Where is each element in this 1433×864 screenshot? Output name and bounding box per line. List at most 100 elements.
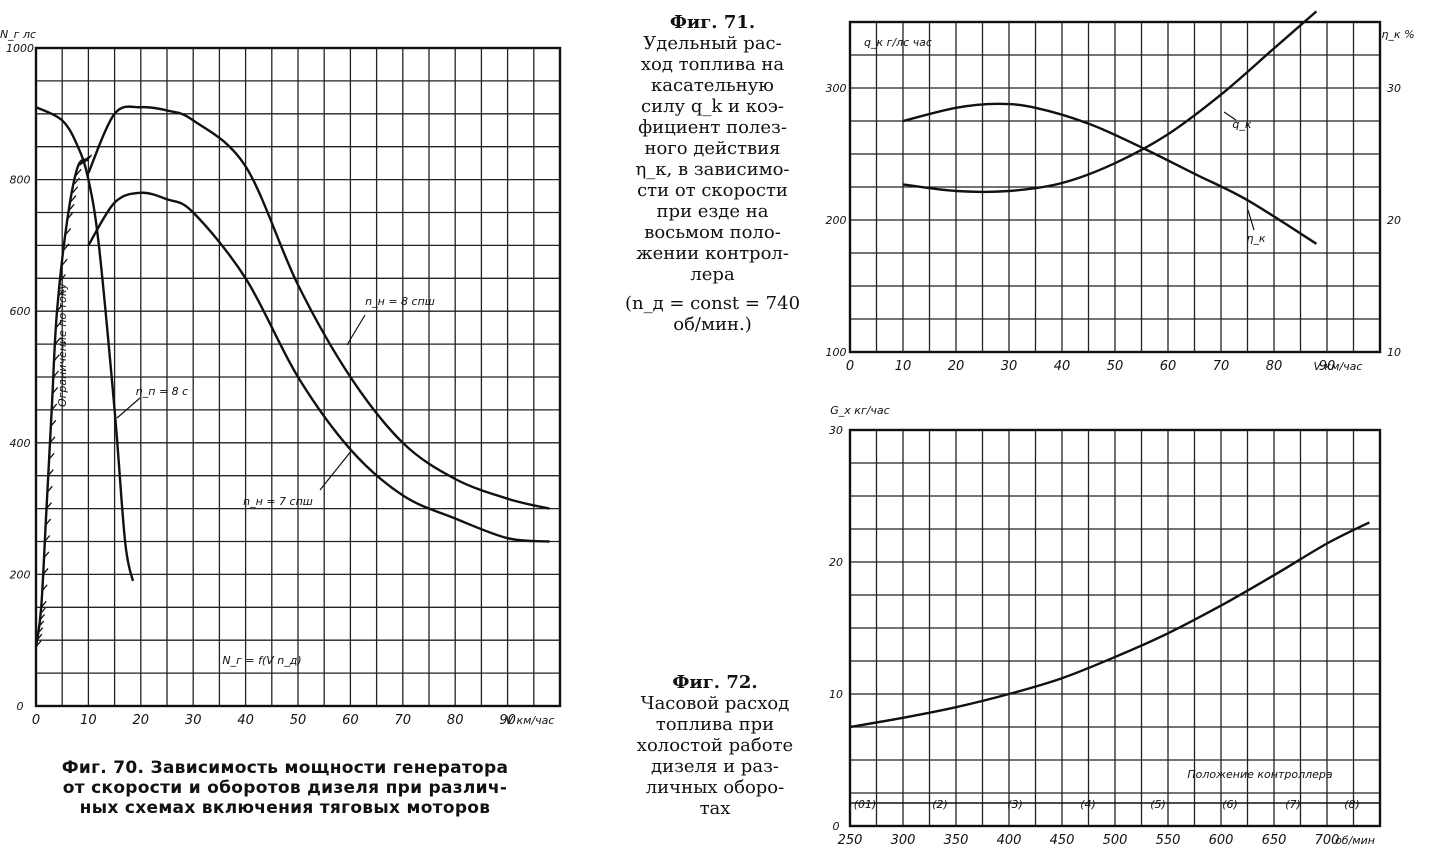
x-tick-label: 600 bbox=[1209, 833, 1234, 848]
x-tick-label: 40 bbox=[1054, 359, 1071, 374]
fig71-caption-line: ход топлива на bbox=[640, 54, 785, 75]
fig71-chart: 0 10 20 30 40 50 60 70 80 90V км/час 300 200 100 30 20… bbox=[826, 10, 1415, 374]
hatch-mark bbox=[39, 607, 46, 615]
fig70-chart: 0 10 20 30 40 50 60 70 80 90V км/час 1000 800 600 400… bbox=[0, 28, 562, 728]
controller-position: (4) bbox=[1080, 798, 1096, 811]
y2-tick-label: 20 bbox=[1387, 214, 1401, 227]
hatch-mark bbox=[45, 502, 52, 510]
controller-position: (01) bbox=[854, 798, 877, 811]
x-tick-label: 650 bbox=[1262, 833, 1287, 848]
y-tick-label: 10 bbox=[829, 688, 843, 701]
controller-position: (3) bbox=[1007, 798, 1023, 811]
x-tick-label: 30 bbox=[185, 713, 202, 728]
hatch-mark bbox=[51, 403, 58, 411]
fig72-caption-line: Часовой расход bbox=[640, 693, 790, 714]
hatch-mark bbox=[42, 567, 49, 575]
x-tick-label: 70 bbox=[395, 713, 412, 728]
fig72-caption: Фиг. 72. Часовой расход топлива при холо… bbox=[615, 672, 815, 819]
grid-lines bbox=[850, 22, 1380, 352]
hatch-mark bbox=[68, 203, 75, 211]
controller-position: (8) bbox=[1344, 798, 1360, 811]
controller-position: (6) bbox=[1222, 798, 1238, 811]
fig72-title: Фиг. 72. bbox=[672, 672, 758, 693]
x-axis-unit: об/мин bbox=[1335, 834, 1375, 847]
y-tick-label: 200 bbox=[10, 568, 31, 581]
fig71-caption-line: касательную bbox=[651, 75, 774, 96]
fig71-title: Фиг. 71. bbox=[669, 12, 756, 33]
y-axis-unit: q_к г/лс час bbox=[864, 36, 932, 49]
fig72-caption-line: холостой работе bbox=[636, 735, 794, 756]
fig71-caption-line: Удельный рас- bbox=[643, 33, 782, 54]
x-tick-label: 50 bbox=[1107, 359, 1124, 374]
series-line-fuel bbox=[849, 521, 1370, 729]
fig71-caption-line: сти от скорости bbox=[637, 180, 788, 201]
hatch-mark bbox=[70, 195, 77, 202]
hatch-mark bbox=[49, 436, 56, 444]
x-tick-label: 50 bbox=[290, 713, 307, 728]
plot-frame bbox=[848, 428, 1382, 828]
y-tick-label: 0 bbox=[17, 700, 24, 713]
controller-position: (2) bbox=[932, 798, 948, 811]
fig71-caption-line: ного действия bbox=[644, 138, 781, 159]
y2-tick-label: 30 bbox=[1387, 82, 1401, 95]
fig72-caption-line: дизеля и раз- bbox=[651, 756, 779, 777]
x-tick-label: 0 bbox=[846, 359, 854, 374]
x-tick-label: 40 bbox=[237, 713, 254, 728]
hatch-mark bbox=[43, 551, 50, 559]
hatch-mark bbox=[58, 289, 65, 297]
y-tick-label: 400 bbox=[10, 437, 31, 450]
curve-label: η_к bbox=[1246, 232, 1265, 245]
y-tick-label: 300 bbox=[826, 82, 847, 95]
x-tick-label: 90 bbox=[499, 713, 516, 728]
fig72-caption-line: тах bbox=[699, 798, 731, 819]
hatch-mark bbox=[47, 469, 54, 477]
x-tick-label: 400 bbox=[997, 833, 1022, 848]
x-tick-label: 0 bbox=[32, 713, 40, 728]
x-tick-label: 70 bbox=[1213, 359, 1230, 374]
hatch-mark bbox=[35, 640, 42, 648]
leader-line bbox=[116, 397, 141, 419]
fig71-caption-line: фициент полез- bbox=[638, 117, 787, 138]
x-tick-label: 350 bbox=[944, 833, 969, 848]
hatch-mark bbox=[63, 243, 70, 251]
hatch-mark bbox=[86, 154, 93, 162]
fig70-caption-line: Фиг. 70. Зависимость мощности генератора bbox=[61, 758, 509, 778]
hatch-mark bbox=[59, 274, 66, 281]
hatch-mark bbox=[75, 168, 82, 176]
hatch-mark bbox=[46, 485, 53, 493]
hatch-mark bbox=[44, 535, 51, 542]
hatch-mark bbox=[66, 212, 73, 220]
series-label: n_н = 7 спш bbox=[243, 495, 313, 508]
fig71-caption: Фиг. 71. Удельный рас- ход топлива на ка… bbox=[610, 12, 815, 335]
x-tick-label: 20 bbox=[133, 713, 150, 728]
x-tick-label: 80 bbox=[1266, 359, 1283, 374]
y2-tick-label: 10 bbox=[1387, 346, 1401, 359]
x-tick-label: 60 bbox=[1160, 359, 1177, 374]
hatch-mark bbox=[72, 186, 79, 194]
hatch-mark bbox=[61, 258, 68, 266]
hatch-mark bbox=[55, 321, 62, 329]
y-tick-label: 20 bbox=[829, 556, 843, 569]
hatch-mark bbox=[65, 228, 72, 235]
y2-axis-unit: η_к % bbox=[1381, 28, 1414, 41]
x-tick-label: 300 bbox=[891, 833, 916, 848]
x-tick-label: 80 bbox=[447, 713, 464, 728]
grid-lines bbox=[850, 430, 1380, 826]
hatch-mark bbox=[52, 387, 59, 394]
y-tick-label: 200 bbox=[826, 214, 847, 227]
leader-line bbox=[1247, 209, 1255, 231]
controller-position: (7) bbox=[1285, 798, 1301, 811]
hatch-mark bbox=[73, 177, 80, 185]
grid-lines bbox=[36, 48, 560, 706]
hatch-mark bbox=[38, 620, 45, 628]
fig70-caption-line: ных схемах включения тяговых моторов bbox=[79, 798, 491, 818]
fig71-const: (n_д = const = 740 об/мин.) bbox=[624, 293, 801, 335]
x-tick-label: 90 bbox=[1319, 359, 1336, 374]
series-line-qk bbox=[902, 10, 1318, 194]
leader-line bbox=[1223, 111, 1237, 121]
series-line-3 bbox=[35, 106, 135, 582]
x-tick-label: 700 bbox=[1315, 833, 1340, 848]
series-label: n_п = 8 с bbox=[136, 385, 188, 398]
y-axis-unit: N_г лс bbox=[0, 28, 36, 41]
plot-frame bbox=[848, 20, 1382, 354]
